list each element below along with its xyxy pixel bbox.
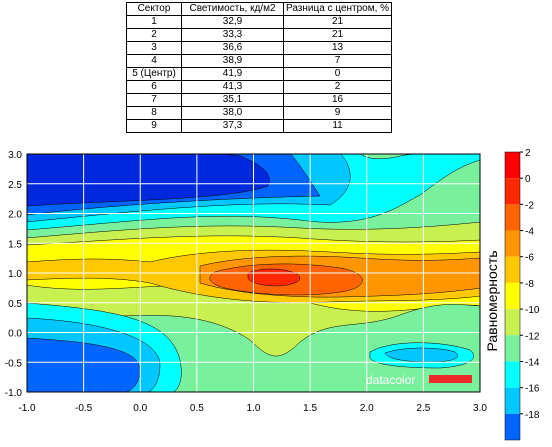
table-row: 7 35,1 16 (126, 93, 393, 107)
colorbar-segment (505, 282, 520, 310)
colorbar-segment (505, 230, 520, 257)
plot-frame (26, 153, 481, 393)
colorbar-tick-label: -6 (525, 253, 534, 264)
contour-band-top-darkblue (27, 154, 270, 207)
y-tick-label: 0.0 (8, 329, 22, 340)
y-axis-ticks: -1.0 -0.5 0.0 0.5 1.0 1.5 2.0 2.5 3.0 (5, 150, 23, 399)
colorbar-segment (505, 387, 520, 414)
colorbar-segment (505, 178, 520, 205)
colorbar-segment (505, 152, 520, 179)
colorbar-segment (505, 335, 520, 362)
y-tick-label: 3.0 (8, 150, 22, 161)
grid (27, 154, 480, 392)
colorbar-tick-label: 0 (525, 174, 531, 185)
x-tick-label: -1.0 (18, 403, 36, 414)
colorbar-tick-label: -14 (525, 357, 540, 368)
y-tick-label: 1.5 (8, 239, 22, 250)
luminance-cell: 37,3 (181, 119, 284, 133)
colorbar-tick-label: -10 (525, 305, 540, 316)
x-tick-label: 0.5 (190, 403, 204, 414)
table-body: 1 32,9 21 2 33,3 21 3 36,6 13 4 38,9 7 5 (Центр) 41,9… (126, 15, 393, 133)
y-tick-label: 2.5 (8, 180, 22, 191)
y-tick-label: 1.0 (8, 269, 22, 280)
colorbar-segment (505, 309, 520, 336)
colorbar-tick-label: -2 (525, 200, 534, 211)
colorbar-tick-label: -18 (525, 410, 540, 421)
x-tick-label: -0.5 (75, 403, 93, 414)
table-row: 2 33,3 21 (126, 28, 393, 42)
x-tick-label: 1.5 (303, 403, 317, 414)
x-tick-label: 1.0 (247, 403, 261, 414)
x-tick-label: 2.5 (416, 403, 430, 414)
colorbar: 2 0 -2 -4 -6 -8 -10 -12 -14 -16 -18 (504, 148, 540, 441)
contour-band-bottom-right-skyblue (384, 347, 458, 363)
watermark: datacolor (366, 373, 472, 387)
colorbar-segment (505, 413, 520, 440)
luminance-table: Сектор Светимость, кд/м2 Разница с центр… (126, 2, 393, 133)
x-tick-label: 3.0 (473, 403, 487, 414)
colorbar-tick-label: -4 (525, 227, 534, 238)
x-tick-label: 0.0 (133, 403, 147, 414)
colorbar-segment (505, 256, 520, 283)
x-axis-ticks: -1.0 -0.5 0.0 0.5 1.0 1.5 2.0 2.5 3.0 (18, 403, 487, 414)
colorbar-frame (504, 151, 521, 441)
y-tick-label: 0.5 (8, 299, 22, 310)
table-row: 9 37,3 11 (126, 119, 393, 133)
y-tick-label: -0.5 (5, 358, 23, 369)
watermark-text: datacolor (366, 373, 415, 387)
y-tick-label: -1.0 (5, 388, 23, 399)
colorbar-tick-label: -8 (525, 279, 534, 290)
table-row: 5 (Центр) 41,9 0 (126, 67, 393, 81)
x-tick-label: 2.0 (360, 403, 374, 414)
watermark-logo-bar (429, 375, 472, 383)
colorbar-tick-label: -12 (525, 331, 540, 342)
colorbar-tick-label: 2 (525, 148, 531, 159)
difference-cell: 11 (282, 119, 393, 133)
table-row: 3 36,6 13 (126, 41, 393, 55)
table-header-row: Сектор Светимость, кд/м2 Разница с центр… (126, 2, 393, 16)
colorbar-segment (505, 361, 520, 388)
colorbar-segment (505, 204, 520, 231)
contour-band-top-right-lightgreen (360, 154, 418, 159)
colorbar-label: Равномерность (484, 250, 500, 351)
y-tick-label: 2.0 (8, 210, 22, 221)
colorbar-tick-label: -16 (525, 384, 540, 395)
